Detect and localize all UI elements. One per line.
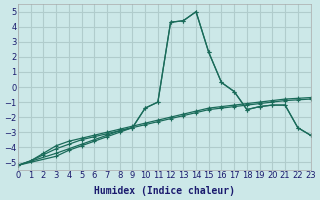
X-axis label: Humidex (Indice chaleur): Humidex (Indice chaleur) xyxy=(94,186,235,196)
